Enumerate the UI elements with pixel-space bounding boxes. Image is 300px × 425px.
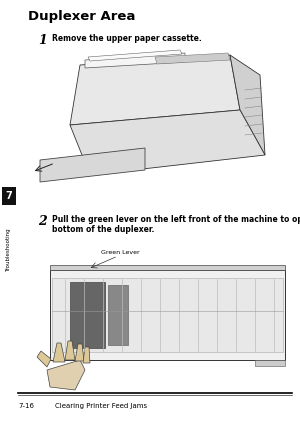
Bar bbox=[50, 265, 285, 270]
Bar bbox=[70, 282, 105, 348]
Text: Duplexer Area: Duplexer Area bbox=[28, 10, 135, 23]
Polygon shape bbox=[85, 53, 185, 68]
Polygon shape bbox=[53, 343, 65, 362]
Bar bbox=[108, 285, 128, 345]
Polygon shape bbox=[230, 55, 265, 155]
Bar bbox=[255, 360, 285, 366]
Polygon shape bbox=[37, 351, 51, 367]
Text: 7-16: 7-16 bbox=[18, 403, 34, 409]
Bar bbox=[2, 187, 16, 205]
Polygon shape bbox=[65, 341, 75, 360]
Polygon shape bbox=[83, 347, 90, 363]
Text: Pull the green lever on the left front of the machine to open the
bottom of the : Pull the green lever on the left front o… bbox=[52, 215, 300, 235]
Text: 2: 2 bbox=[38, 215, 47, 228]
Bar bbox=[50, 270, 285, 360]
Text: Remove the upper paper cassette.: Remove the upper paper cassette. bbox=[52, 34, 202, 43]
Polygon shape bbox=[70, 55, 240, 125]
Text: Clearing Printer Feed Jams: Clearing Printer Feed Jams bbox=[55, 403, 147, 409]
Bar bbox=[52, 278, 283, 352]
Text: Green Lever: Green Lever bbox=[101, 250, 139, 255]
Text: 1: 1 bbox=[38, 34, 47, 47]
Polygon shape bbox=[155, 53, 230, 64]
Polygon shape bbox=[47, 360, 85, 390]
Text: 7: 7 bbox=[6, 191, 12, 201]
Polygon shape bbox=[75, 344, 84, 361]
Polygon shape bbox=[70, 110, 265, 175]
Polygon shape bbox=[40, 148, 145, 182]
Polygon shape bbox=[88, 50, 182, 61]
Text: Troubleshooting: Troubleshooting bbox=[7, 228, 11, 272]
